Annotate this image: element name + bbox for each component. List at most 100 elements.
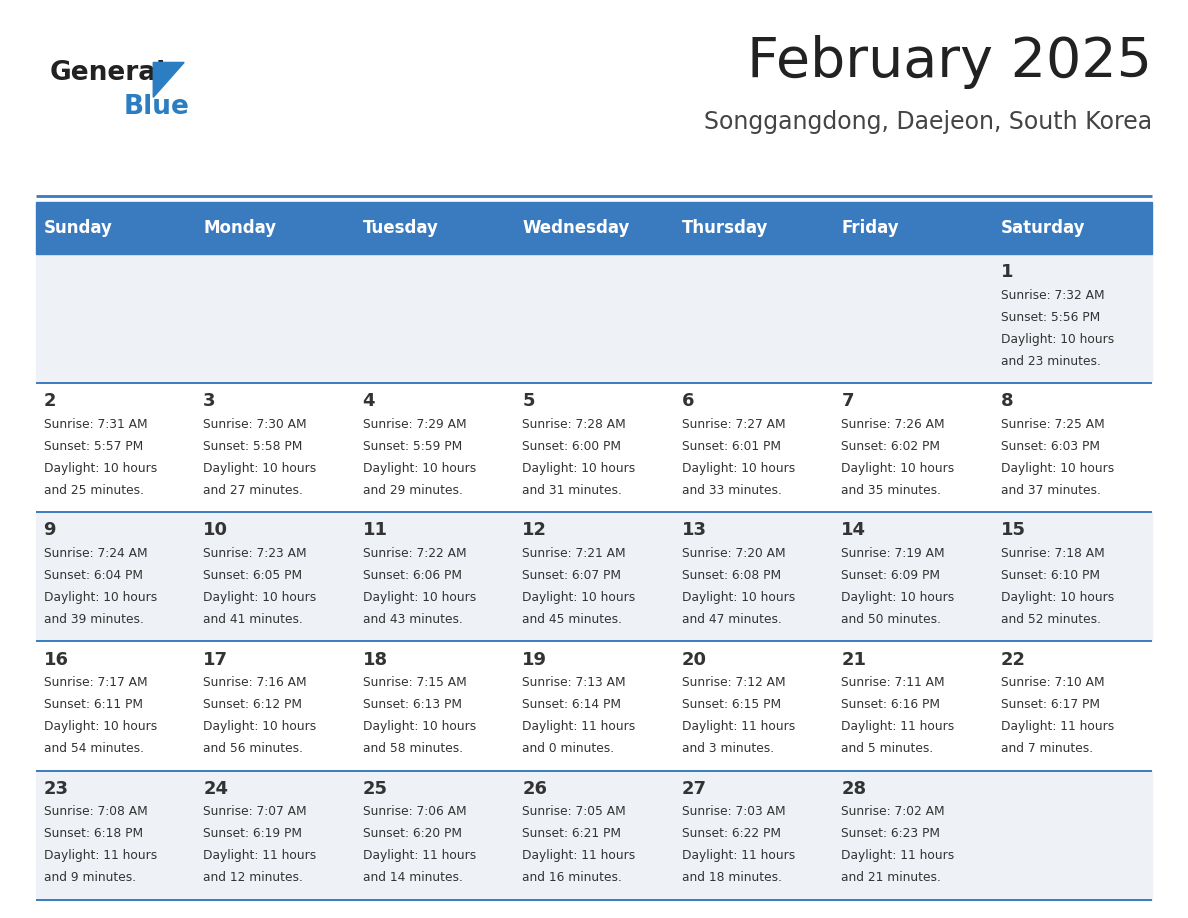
Text: Sunrise: 7:31 AM: Sunrise: 7:31 AM bbox=[44, 419, 147, 431]
Text: and 31 minutes.: and 31 minutes. bbox=[523, 484, 623, 497]
Text: 24: 24 bbox=[203, 779, 228, 798]
Bar bbox=[195, 384, 355, 512]
Text: 21: 21 bbox=[841, 651, 866, 668]
Text: Saturday: Saturday bbox=[1000, 219, 1086, 237]
Bar bbox=[993, 642, 1152, 770]
Text: Sunday: Sunday bbox=[44, 219, 113, 237]
Text: and 47 minutes.: and 47 minutes. bbox=[682, 613, 782, 626]
Text: and 3 minutes.: and 3 minutes. bbox=[682, 742, 773, 756]
Polygon shape bbox=[153, 62, 184, 97]
Text: 15: 15 bbox=[1000, 521, 1025, 540]
Text: Sunset: 6:18 PM: Sunset: 6:18 PM bbox=[44, 827, 143, 840]
Text: Daylight: 10 hours: Daylight: 10 hours bbox=[841, 462, 954, 476]
Text: Daylight: 10 hours: Daylight: 10 hours bbox=[203, 462, 316, 476]
Text: Sunset: 6:14 PM: Sunset: 6:14 PM bbox=[523, 699, 621, 711]
Bar bbox=[36, 202, 195, 254]
Text: 3: 3 bbox=[203, 392, 216, 410]
Text: 6: 6 bbox=[682, 392, 694, 410]
Bar bbox=[514, 642, 674, 770]
Text: and 7 minutes.: and 7 minutes. bbox=[1000, 742, 1093, 756]
Bar bbox=[833, 642, 993, 770]
Text: and 39 minutes.: and 39 minutes. bbox=[44, 613, 144, 626]
Text: Sunrise: 7:24 AM: Sunrise: 7:24 AM bbox=[44, 547, 147, 560]
Text: Daylight: 10 hours: Daylight: 10 hours bbox=[682, 462, 795, 476]
Bar bbox=[833, 384, 993, 512]
Bar bbox=[195, 770, 355, 900]
Text: Sunrise: 7:07 AM: Sunrise: 7:07 AM bbox=[203, 805, 307, 819]
Bar bbox=[993, 512, 1152, 642]
Text: Daylight: 11 hours: Daylight: 11 hours bbox=[841, 721, 954, 733]
Bar bbox=[514, 254, 674, 384]
Bar bbox=[195, 254, 355, 384]
Text: Sunset: 6:13 PM: Sunset: 6:13 PM bbox=[362, 699, 462, 711]
Text: Sunrise: 7:02 AM: Sunrise: 7:02 AM bbox=[841, 805, 944, 819]
Text: Sunrise: 7:12 AM: Sunrise: 7:12 AM bbox=[682, 677, 785, 689]
Bar bbox=[993, 202, 1152, 254]
Text: 10: 10 bbox=[203, 521, 228, 540]
Bar bbox=[833, 254, 993, 384]
Text: 5: 5 bbox=[523, 392, 535, 410]
Text: and 14 minutes.: and 14 minutes. bbox=[362, 871, 462, 884]
Bar bbox=[195, 642, 355, 770]
Text: Sunset: 6:09 PM: Sunset: 6:09 PM bbox=[841, 569, 940, 582]
Text: Sunset: 5:57 PM: Sunset: 5:57 PM bbox=[44, 440, 143, 453]
Bar bbox=[36, 254, 195, 384]
Text: and 5 minutes.: and 5 minutes. bbox=[841, 742, 934, 756]
Text: Monday: Monday bbox=[203, 219, 277, 237]
Text: Wednesday: Wednesday bbox=[523, 219, 630, 237]
Bar bbox=[674, 254, 833, 384]
Text: 19: 19 bbox=[523, 651, 548, 668]
Bar bbox=[833, 202, 993, 254]
Text: Sunset: 6:05 PM: Sunset: 6:05 PM bbox=[203, 569, 302, 582]
Text: Sunrise: 7:17 AM: Sunrise: 7:17 AM bbox=[44, 677, 147, 689]
Text: Sunset: 6:03 PM: Sunset: 6:03 PM bbox=[1000, 440, 1100, 453]
Text: Sunset: 6:08 PM: Sunset: 6:08 PM bbox=[682, 569, 781, 582]
Text: Sunrise: 7:11 AM: Sunrise: 7:11 AM bbox=[841, 677, 944, 689]
Bar bbox=[36, 384, 195, 512]
Text: 14: 14 bbox=[841, 521, 866, 540]
Text: Daylight: 10 hours: Daylight: 10 hours bbox=[362, 721, 476, 733]
Bar bbox=[355, 770, 514, 900]
Text: Blue: Blue bbox=[124, 94, 189, 119]
Bar bbox=[514, 202, 674, 254]
Text: Sunrise: 7:30 AM: Sunrise: 7:30 AM bbox=[203, 419, 307, 431]
Text: 9: 9 bbox=[44, 521, 56, 540]
Text: Sunrise: 7:20 AM: Sunrise: 7:20 AM bbox=[682, 547, 785, 560]
Bar bbox=[993, 770, 1152, 900]
Text: Sunrise: 7:19 AM: Sunrise: 7:19 AM bbox=[841, 547, 944, 560]
Text: Sunset: 5:58 PM: Sunset: 5:58 PM bbox=[203, 440, 303, 453]
Bar bbox=[355, 512, 514, 642]
Text: Sunrise: 7:28 AM: Sunrise: 7:28 AM bbox=[523, 419, 626, 431]
Text: and 12 minutes.: and 12 minutes. bbox=[203, 871, 303, 884]
Text: Sunrise: 7:05 AM: Sunrise: 7:05 AM bbox=[523, 805, 626, 819]
Text: Sunrise: 7:03 AM: Sunrise: 7:03 AM bbox=[682, 805, 785, 819]
Bar bbox=[355, 254, 514, 384]
Text: 26: 26 bbox=[523, 779, 548, 798]
Text: Daylight: 11 hours: Daylight: 11 hours bbox=[841, 849, 954, 862]
Text: Daylight: 10 hours: Daylight: 10 hours bbox=[523, 462, 636, 476]
Text: Sunset: 6:23 PM: Sunset: 6:23 PM bbox=[841, 827, 940, 840]
Text: General: General bbox=[50, 60, 166, 85]
Text: Sunset: 6:21 PM: Sunset: 6:21 PM bbox=[523, 827, 621, 840]
Text: February 2025: February 2025 bbox=[747, 35, 1152, 89]
Text: Daylight: 11 hours: Daylight: 11 hours bbox=[203, 849, 316, 862]
Text: 7: 7 bbox=[841, 392, 854, 410]
Text: and 33 minutes.: and 33 minutes. bbox=[682, 484, 782, 497]
Text: Sunrise: 7:15 AM: Sunrise: 7:15 AM bbox=[362, 677, 467, 689]
Text: 25: 25 bbox=[362, 779, 387, 798]
Text: and 37 minutes.: and 37 minutes. bbox=[1000, 484, 1100, 497]
Bar bbox=[993, 254, 1152, 384]
Text: 16: 16 bbox=[44, 651, 69, 668]
Text: and 58 minutes.: and 58 minutes. bbox=[362, 742, 463, 756]
Text: 12: 12 bbox=[523, 521, 548, 540]
Bar bbox=[833, 770, 993, 900]
Text: Daylight: 10 hours: Daylight: 10 hours bbox=[44, 591, 157, 604]
Text: and 18 minutes.: and 18 minutes. bbox=[682, 871, 782, 884]
Text: Sunrise: 7:29 AM: Sunrise: 7:29 AM bbox=[362, 419, 467, 431]
Text: Daylight: 10 hours: Daylight: 10 hours bbox=[1000, 462, 1114, 476]
Text: 13: 13 bbox=[682, 521, 707, 540]
Text: Sunset: 6:06 PM: Sunset: 6:06 PM bbox=[362, 569, 462, 582]
Text: Daylight: 10 hours: Daylight: 10 hours bbox=[362, 462, 476, 476]
Text: Sunrise: 7:08 AM: Sunrise: 7:08 AM bbox=[44, 805, 147, 819]
Text: Sunrise: 7:06 AM: Sunrise: 7:06 AM bbox=[362, 805, 467, 819]
